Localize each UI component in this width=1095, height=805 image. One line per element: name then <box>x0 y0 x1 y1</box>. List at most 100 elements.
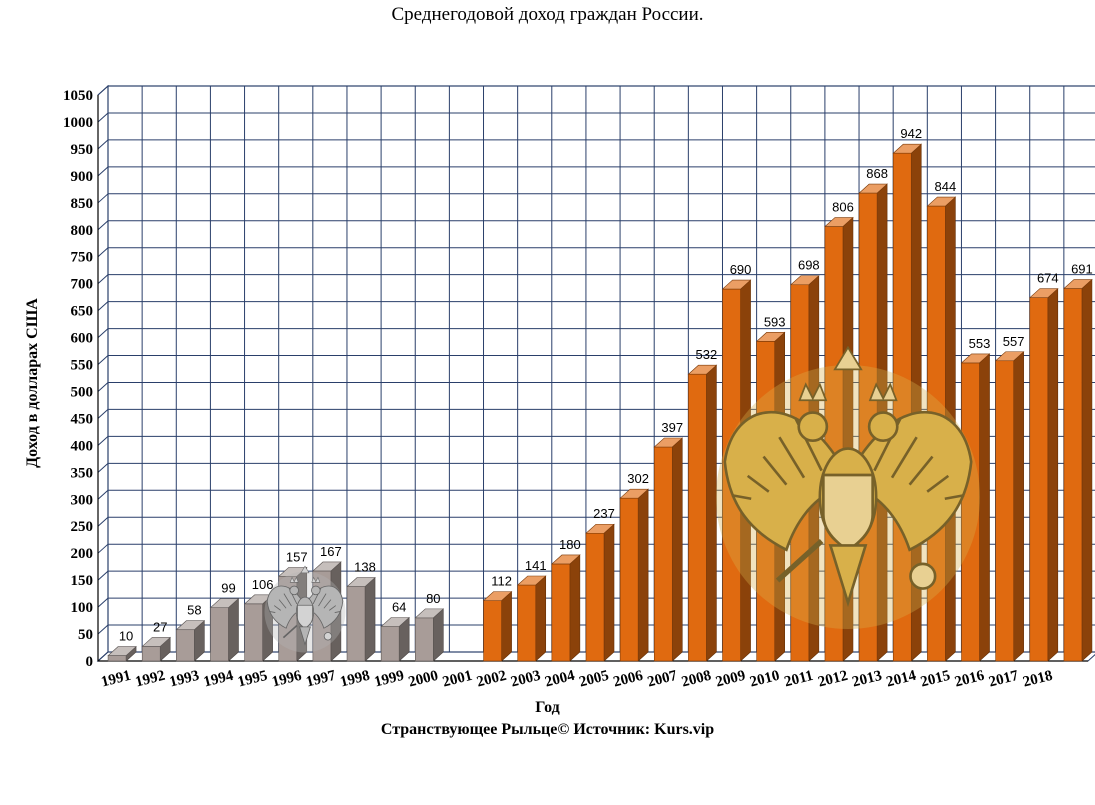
gridline-side <box>97 166 109 177</box>
bar-top <box>346 577 376 587</box>
emblem-scepter <box>282 624 298 639</box>
gridline-side <box>97 382 109 392</box>
bar-front <box>517 584 537 662</box>
bar <box>209 597 240 662</box>
data-label: 112 <box>491 574 512 589</box>
data-label: 138 <box>354 560 376 575</box>
data-label: 64 <box>392 600 406 615</box>
emblem-feather <box>278 599 287 609</box>
bar-front <box>415 617 434 662</box>
emblem-bank-of-russia <box>264 565 346 653</box>
x-tick-label: 2000 <box>407 668 440 691</box>
y-tick-label: 200 <box>71 546 94 562</box>
chart-title: Среднегодовой доход граждан России. <box>391 4 704 25</box>
data-label: 397 <box>661 420 683 435</box>
bar-top <box>892 143 923 154</box>
gridline-side <box>97 516 109 527</box>
x-tick-label: 2013 <box>851 668 884 691</box>
emblem-feather <box>323 599 332 609</box>
bar <box>585 523 615 662</box>
bar-top <box>790 275 820 286</box>
gridline-side <box>97 328 109 338</box>
x-tick-label: 2009 <box>714 668 747 691</box>
bar-side <box>706 364 717 662</box>
bar-side <box>637 488 649 662</box>
gridline-side <box>97 274 109 285</box>
gridline-side <box>97 570 109 581</box>
gridline-side <box>97 489 109 500</box>
gridline-side <box>97 85 109 96</box>
bar-top <box>585 523 615 534</box>
emblem-crown <box>798 382 828 402</box>
x-tick-label: 2017 <box>987 668 1020 691</box>
emblem-feather <box>890 436 918 479</box>
emblem-orb <box>323 632 333 641</box>
emblem-feather <box>329 605 337 611</box>
gridline-side <box>97 247 109 258</box>
bar-top <box>175 620 206 631</box>
gridline-side <box>97 112 109 123</box>
gridline-side <box>97 139 109 150</box>
bar-side <box>671 437 683 662</box>
data-label: 302 <box>627 471 649 486</box>
bar <box>994 351 1025 662</box>
bar-top <box>516 575 547 586</box>
emblem-head-left <box>289 585 299 596</box>
data-label: 99 <box>221 581 235 596</box>
data-label: 844 <box>935 179 957 194</box>
bar-side <box>535 575 547 662</box>
gridline-side <box>97 436 109 446</box>
x-tick-label: 2007 <box>646 668 679 691</box>
bar-side <box>1013 351 1024 662</box>
data-label: 106 <box>252 577 274 592</box>
y-tick-label: 400 <box>71 438 94 454</box>
bar-top <box>619 488 649 499</box>
emblem-feather <box>746 474 770 493</box>
emblem-feather <box>731 493 752 501</box>
gridline-side <box>97 597 109 608</box>
gridline-side <box>97 409 109 419</box>
y-tick-label: 50 <box>78 627 93 643</box>
data-label: 532 <box>696 347 718 362</box>
x-tick-label: 2014 <box>885 668 918 691</box>
data-label: 80 <box>426 591 440 606</box>
emblem-feather <box>926 474 950 493</box>
x-tick-label: 2011 <box>783 668 815 691</box>
data-label: 237 <box>593 506 615 521</box>
emblem-crown <box>833 345 863 371</box>
bar <box>141 636 171 662</box>
emblem-feather <box>334 611 341 613</box>
bar-top <box>312 561 342 572</box>
bar-front <box>210 607 229 662</box>
bar-top <box>209 598 240 608</box>
bar-top <box>824 217 854 227</box>
data-label: 806 <box>832 200 854 215</box>
chart-side-wall <box>97 84 109 663</box>
emblem-feather <box>318 593 327 607</box>
gridline-side <box>97 462 109 473</box>
bar <box>551 554 581 662</box>
bar-side <box>364 576 376 662</box>
bar-top <box>414 608 445 619</box>
x-tick-label: 2015 <box>919 668 952 691</box>
data-label: 674 <box>1037 271 1059 286</box>
bar-top <box>107 646 137 656</box>
emblem-orb <box>909 562 937 590</box>
x-tick-label: 2001 <box>441 668 474 691</box>
bar-front <box>380 626 400 662</box>
emblem-feather <box>778 436 806 479</box>
bar-front <box>346 586 366 662</box>
bar-front <box>551 563 571 662</box>
bar-side <box>1047 288 1059 662</box>
bar-top <box>858 183 888 194</box>
y-tick-label: 650 <box>71 304 94 320</box>
data-label: 942 <box>900 126 922 141</box>
x-tick-label: 2012 <box>817 668 850 691</box>
data-label: 157 <box>286 549 308 564</box>
bar <box>516 575 547 662</box>
y-tick-label: 450 <box>71 411 94 427</box>
data-label: 141 <box>525 558 547 573</box>
x-tick-label: 2004 <box>543 668 576 691</box>
bar <box>1063 278 1093 662</box>
x-tick-labels: 1991 1992 1993 1994 1995 1996 1997 1998 1999 2000… <box>100 668 1055 691</box>
